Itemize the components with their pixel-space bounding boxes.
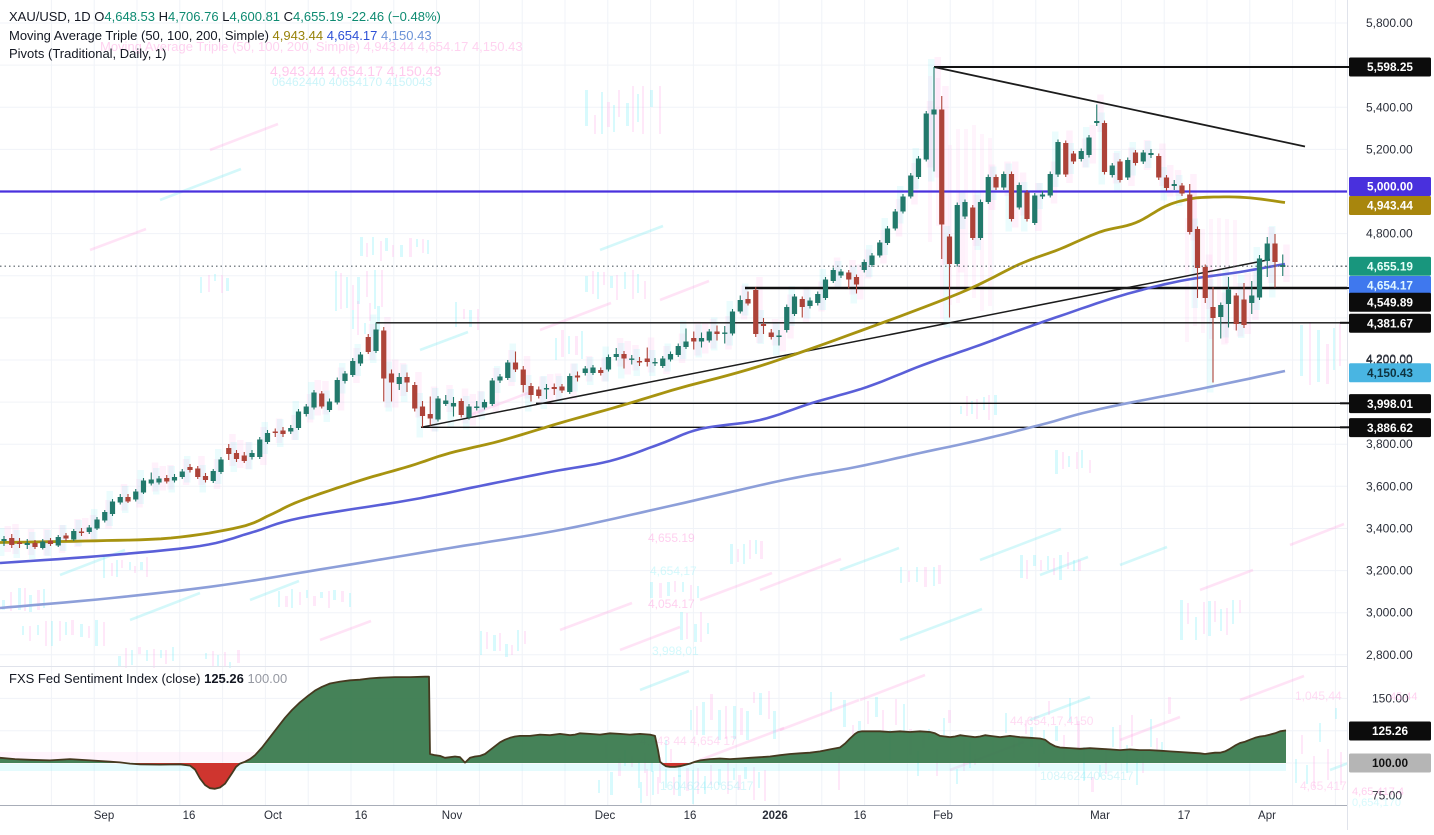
svg-text:0,654,170: 0,654,170: [1352, 797, 1401, 809]
svg-text:3,600.00: 3,600.00: [1366, 479, 1413, 493]
svg-text:5,598.25: 5,598.25: [1367, 60, 1413, 74]
svg-text:5,400.00: 5,400.00: [1366, 100, 1413, 114]
svg-text:Apr: Apr: [1258, 810, 1276, 822]
svg-text:1,045,44: 1,045,44: [1295, 689, 1342, 703]
svg-text:Mar: Mar: [1090, 810, 1110, 822]
svg-text:4,150.43: 4,150.43: [1367, 366, 1413, 380]
svg-text:16: 16: [355, 810, 368, 822]
svg-text:4,549.89: 4,549.89: [1367, 296, 1413, 310]
svg-text:3,800.00: 3,800.00: [1366, 437, 1413, 451]
svg-text:100.00: 100.00: [1372, 756, 1409, 770]
svg-text:4,654,17: 4,654,17: [650, 564, 697, 578]
svg-text:10846244065417: 10846244065417: [1040, 769, 1134, 783]
svg-text:3,000.00: 3,000.00: [1366, 606, 1413, 620]
svg-text:XAU/USD, 1D O4,648.53 H4,706: XAU/USD, 1D O4,648.53 H4,706.76 L4,600.8…: [9, 9, 441, 24]
svg-text:2026: 2026: [762, 810, 788, 822]
svg-text:3,998,01: 3,998,01: [652, 644, 699, 658]
svg-text:4,655.19: 4,655.19: [1367, 260, 1413, 274]
svg-text:45,44: 45,44: [1390, 691, 1418, 703]
svg-text:FXS Fed Sentiment Index (close: FXS Fed Sentiment Index (close) 125.26 1…: [9, 671, 287, 686]
svg-text:Pivots (Traditional, Daily, 1): Pivots (Traditional, Daily, 1): [9, 46, 167, 61]
svg-text:125.26: 125.26: [1372, 724, 1409, 738]
svg-text:4,381.67: 4,381.67: [1367, 317, 1413, 331]
svg-text:3,998.01: 3,998.01: [1367, 397, 1413, 411]
svg-text:5,000.00: 5,000.00: [1367, 180, 1413, 194]
svg-text:16046244065417: 16046244065417: [660, 779, 754, 793]
svg-text:16: 16: [684, 810, 697, 822]
svg-text:4,943.44: 4,943.44: [1367, 199, 1413, 213]
svg-text:4,054.17: 4,054.17: [648, 597, 695, 611]
svg-text:Oct: Oct: [264, 810, 283, 822]
svg-text:44,654,17,4150: 44,654,17,4150: [1010, 714, 1094, 728]
svg-text:06462440 40654170 4150043: 06462440 40654170 4150043: [272, 75, 432, 89]
svg-text:Nov: Nov: [442, 810, 463, 822]
svg-text:3,400.00: 3,400.00: [1366, 522, 1413, 536]
svg-text:Moving Average Triple (50, 100: Moving Average Triple (50, 100, 200, Sim…: [9, 28, 432, 43]
svg-text:16: 16: [854, 810, 867, 822]
svg-text:17: 17: [1178, 810, 1191, 822]
svg-text:3,200.00: 3,200.00: [1366, 564, 1413, 578]
svg-text:5,800.00: 5,800.00: [1366, 16, 1413, 30]
svg-text:4,655.19: 4,655.19: [648, 531, 695, 545]
svg-text:2,800.00: 2,800.00: [1366, 648, 1413, 662]
svg-text:3,886.62: 3,886.62: [1367, 421, 1413, 435]
svg-text:Sep: Sep: [94, 810, 114, 822]
svg-text:16: 16: [183, 810, 196, 822]
svg-text:5,200.00: 5,200.00: [1366, 142, 1413, 156]
svg-text:4,654.17: 4,654.17: [1367, 279, 1413, 293]
svg-text:Feb: Feb: [933, 810, 953, 822]
svg-text:4,800.00: 4,800.00: [1366, 227, 1413, 241]
svg-text:Dec: Dec: [595, 810, 616, 822]
